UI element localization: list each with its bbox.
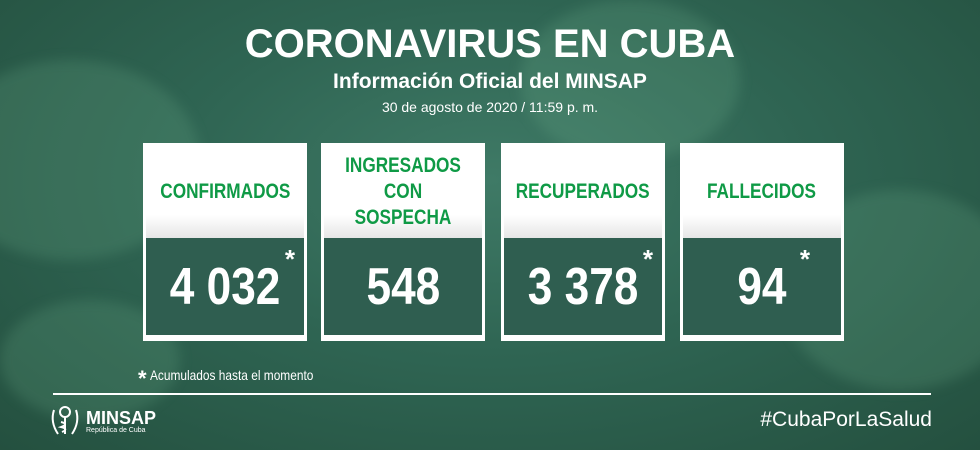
minsap-logo: MINSAP República de Cuba: [48, 404, 156, 438]
hashtag: #CubaPorLaSalud: [760, 408, 932, 431]
asterisk: *: [798, 244, 809, 274]
asterisk: *: [138, 366, 147, 391]
card-label: RECUPERADOS: [516, 180, 650, 203]
asterisk: *: [641, 244, 652, 274]
card-label: FALLECIDOS: [707, 180, 817, 203]
card-label: CONFIRMADOS: [159, 180, 291, 203]
page-subtitle: Información Oficial del MINSAP: [333, 70, 647, 93]
card-value: 548: [366, 257, 440, 316]
report-date: 30 de agosto de 2020 / 11:59 p. m.: [381, 99, 599, 115]
card-label: INGRESADOS CON SOSPECHA: [345, 154, 461, 229]
logo-name: MINSAP: [86, 407, 157, 428]
card-value: 94: [737, 257, 787, 316]
card-value: 4 032: [169, 257, 281, 316]
card-fallecidos: FALLECIDOS 94 *: [680, 143, 844, 341]
page-title: CORONAVIRUS EN CUBA: [244, 22, 736, 66]
footnote: * Acumulados hasta el momento: [138, 366, 343, 392]
card-recuperados: RECUPERADOS 3 378 *: [501, 143, 665, 341]
caduceus-emblem-icon: [51, 406, 79, 435]
divider: [53, 393, 931, 395]
card-value: 3 378: [527, 257, 639, 316]
logo-subtitle: República de Cuba: [86, 426, 146, 434]
card-ingresados: INGRESADOS CON SOSPECHA 548: [321, 143, 485, 341]
card-confirmados: CONFIRMADOS 4 032 *: [143, 143, 307, 341]
footnote-text: Acumulados hasta el momento: [150, 367, 314, 383]
asterisk: *: [283, 244, 294, 274]
